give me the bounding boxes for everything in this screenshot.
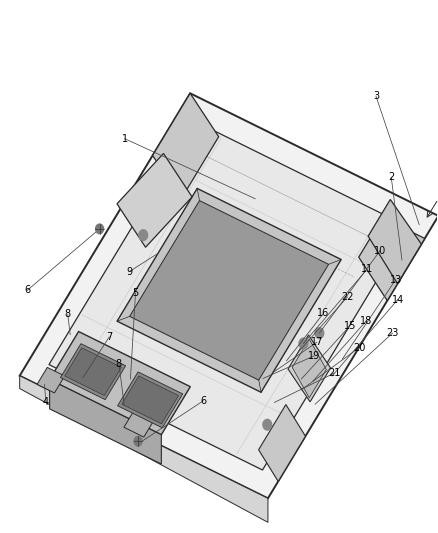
Polygon shape: [117, 189, 341, 392]
Text: 11: 11: [361, 264, 373, 274]
Polygon shape: [124, 405, 157, 437]
Circle shape: [134, 437, 142, 446]
Polygon shape: [37, 367, 65, 393]
Polygon shape: [152, 93, 219, 199]
Text: 6: 6: [24, 286, 30, 295]
Polygon shape: [65, 348, 121, 395]
Circle shape: [139, 230, 148, 240]
Polygon shape: [20, 376, 268, 522]
Polygon shape: [292, 339, 326, 398]
Text: 23: 23: [386, 328, 399, 338]
Text: 7: 7: [106, 332, 113, 342]
Text: 6: 6: [200, 396, 206, 406]
Text: 15: 15: [343, 321, 356, 331]
Polygon shape: [359, 217, 425, 301]
Polygon shape: [117, 372, 183, 428]
Text: 16: 16: [318, 309, 329, 318]
Circle shape: [263, 419, 272, 430]
Text: 3: 3: [373, 91, 379, 101]
Polygon shape: [49, 122, 409, 470]
Text: 1: 1: [121, 134, 127, 143]
Circle shape: [299, 338, 308, 349]
Text: 8: 8: [65, 310, 71, 319]
Text: 10: 10: [374, 246, 386, 255]
Text: 17: 17: [311, 337, 323, 347]
Text: 5: 5: [132, 288, 139, 298]
Text: 13: 13: [389, 275, 402, 285]
Polygon shape: [49, 332, 191, 435]
Polygon shape: [258, 405, 305, 481]
Text: 20: 20: [353, 343, 365, 352]
Polygon shape: [20, 93, 438, 498]
Text: 4: 4: [43, 398, 49, 407]
Text: 19: 19: [308, 351, 320, 361]
Polygon shape: [288, 335, 331, 402]
Polygon shape: [49, 379, 161, 464]
Polygon shape: [117, 154, 192, 247]
Text: 8: 8: [116, 359, 122, 368]
Text: 2: 2: [388, 172, 394, 182]
Text: 18: 18: [360, 316, 372, 326]
Polygon shape: [130, 200, 328, 380]
Circle shape: [315, 328, 324, 338]
Polygon shape: [60, 344, 126, 400]
Text: 22: 22: [341, 292, 354, 302]
Text: 14: 14: [392, 295, 404, 304]
Text: 21: 21: [328, 368, 341, 378]
Circle shape: [95, 224, 103, 233]
Text: 9: 9: [126, 267, 132, 277]
Polygon shape: [368, 199, 421, 284]
Polygon shape: [122, 376, 179, 424]
